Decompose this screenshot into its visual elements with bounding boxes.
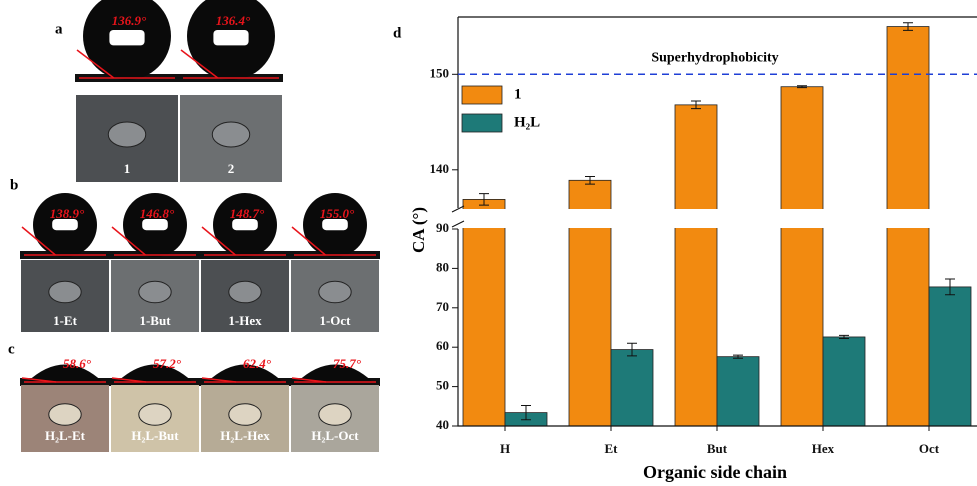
panel-letter: a <box>55 21 63 37</box>
bar <box>928 286 972 427</box>
droplet-photo <box>228 403 262 426</box>
x-tick-label: H <box>500 441 510 456</box>
baseline-strip <box>20 378 380 386</box>
droplet-highlight <box>52 219 78 231</box>
bar <box>716 356 760 427</box>
y-tick-label: 90 <box>436 220 449 235</box>
contact-angle: 146.8° <box>140 206 175 221</box>
error-bar <box>945 278 955 296</box>
y-tick-label: 80 <box>436 259 449 274</box>
droplet-photo <box>211 121 251 148</box>
y-tick-label: 50 <box>436 378 449 393</box>
contact-angle: 58.6° <box>63 356 92 371</box>
droplet-photo <box>138 280 172 304</box>
contact-angle: 155.0° <box>320 206 355 221</box>
baseline-strip <box>20 251 380 259</box>
droplet-highlight <box>322 219 348 231</box>
error-bar <box>797 85 807 89</box>
droplet <box>297 364 373 382</box>
tangent <box>76 49 115 79</box>
error-bar <box>903 22 913 31</box>
legend-label: 1 <box>514 86 522 102</box>
panel-letter: c <box>8 341 15 357</box>
error-bar <box>839 334 849 340</box>
photo-label: 2 <box>228 161 235 176</box>
error-bar <box>585 175 595 185</box>
y-tick-label: 60 <box>436 338 449 353</box>
contact-angle: 57.2° <box>153 356 182 371</box>
contact-angle: 62.4° <box>243 356 272 371</box>
contact-angle: 75.7° <box>333 356 362 371</box>
droplet <box>27 364 103 382</box>
error-bar <box>691 100 701 110</box>
tangent <box>201 226 236 256</box>
photo-label: 1-Et <box>53 313 78 328</box>
droplet-photo <box>48 280 82 304</box>
photo-label: H₂L-Hex <box>220 428 270 443</box>
y-tick-label: 140 <box>430 161 450 176</box>
droplet-photo <box>48 403 82 426</box>
bar <box>780 86 824 427</box>
panel-letter: b <box>10 177 18 193</box>
droplet-highlight <box>142 219 168 231</box>
baseline-strip <box>75 74 283 82</box>
droplet-photo <box>318 403 352 426</box>
contact-angle: 138.9° <box>50 206 85 221</box>
legend-swatch <box>461 113 503 133</box>
x-tick-label: Et <box>605 441 619 456</box>
panel-letter: d <box>393 25 402 41</box>
droplet-photo <box>138 403 172 426</box>
x-tick-label: But <box>707 441 728 456</box>
x-tick-label: Oct <box>919 441 940 456</box>
photo-label: 1-Hex <box>228 313 262 328</box>
error-bar <box>521 405 531 421</box>
droplet <box>117 364 193 382</box>
droplet-photo <box>318 280 352 304</box>
tangent <box>291 226 326 256</box>
droplet-highlight <box>213 30 249 46</box>
tangent <box>111 226 146 256</box>
x-axis-title: Organic side chain <box>643 462 787 482</box>
break-mark <box>451 205 465 228</box>
droplet-photo <box>107 121 147 148</box>
droplet-photo <box>228 280 262 304</box>
photo-label: 1-But <box>139 313 171 328</box>
y-tick-label: 40 <box>436 417 449 432</box>
y-tick-label: 70 <box>436 299 449 314</box>
bar <box>610 349 654 427</box>
droplet-highlight <box>109 30 145 46</box>
error-bar <box>479 193 489 206</box>
contact-angle: 136.9° <box>112 13 147 28</box>
tangent <box>180 49 219 79</box>
bar <box>822 336 866 427</box>
bar <box>674 104 718 427</box>
axis-break <box>450 209 977 228</box>
photo-label: H₂L-But <box>131 428 179 443</box>
droplet-highlight <box>232 219 258 231</box>
error-bar <box>627 342 637 357</box>
contact-angle: 136.4° <box>216 13 251 28</box>
tangent <box>21 226 56 256</box>
y-axis-title: CA (°) <box>409 207 428 253</box>
legend-swatch <box>461 85 503 105</box>
droplet <box>207 364 283 382</box>
photo-label: 1 <box>124 161 131 176</box>
photo-label: H₂L-Et <box>45 428 86 443</box>
y-tick-label: 150 <box>430 65 450 80</box>
legend-label: H₂L <box>514 114 540 130</box>
photo-label: H₂L-Oct <box>311 428 359 443</box>
reference-label: Superhydrophobicity <box>651 51 778 66</box>
bar <box>462 199 506 427</box>
contact-angle: 148.7° <box>230 206 265 221</box>
photo-label: 1-Oct <box>319 313 351 328</box>
error-bar <box>733 354 743 359</box>
x-tick-label: Hex <box>812 441 835 456</box>
